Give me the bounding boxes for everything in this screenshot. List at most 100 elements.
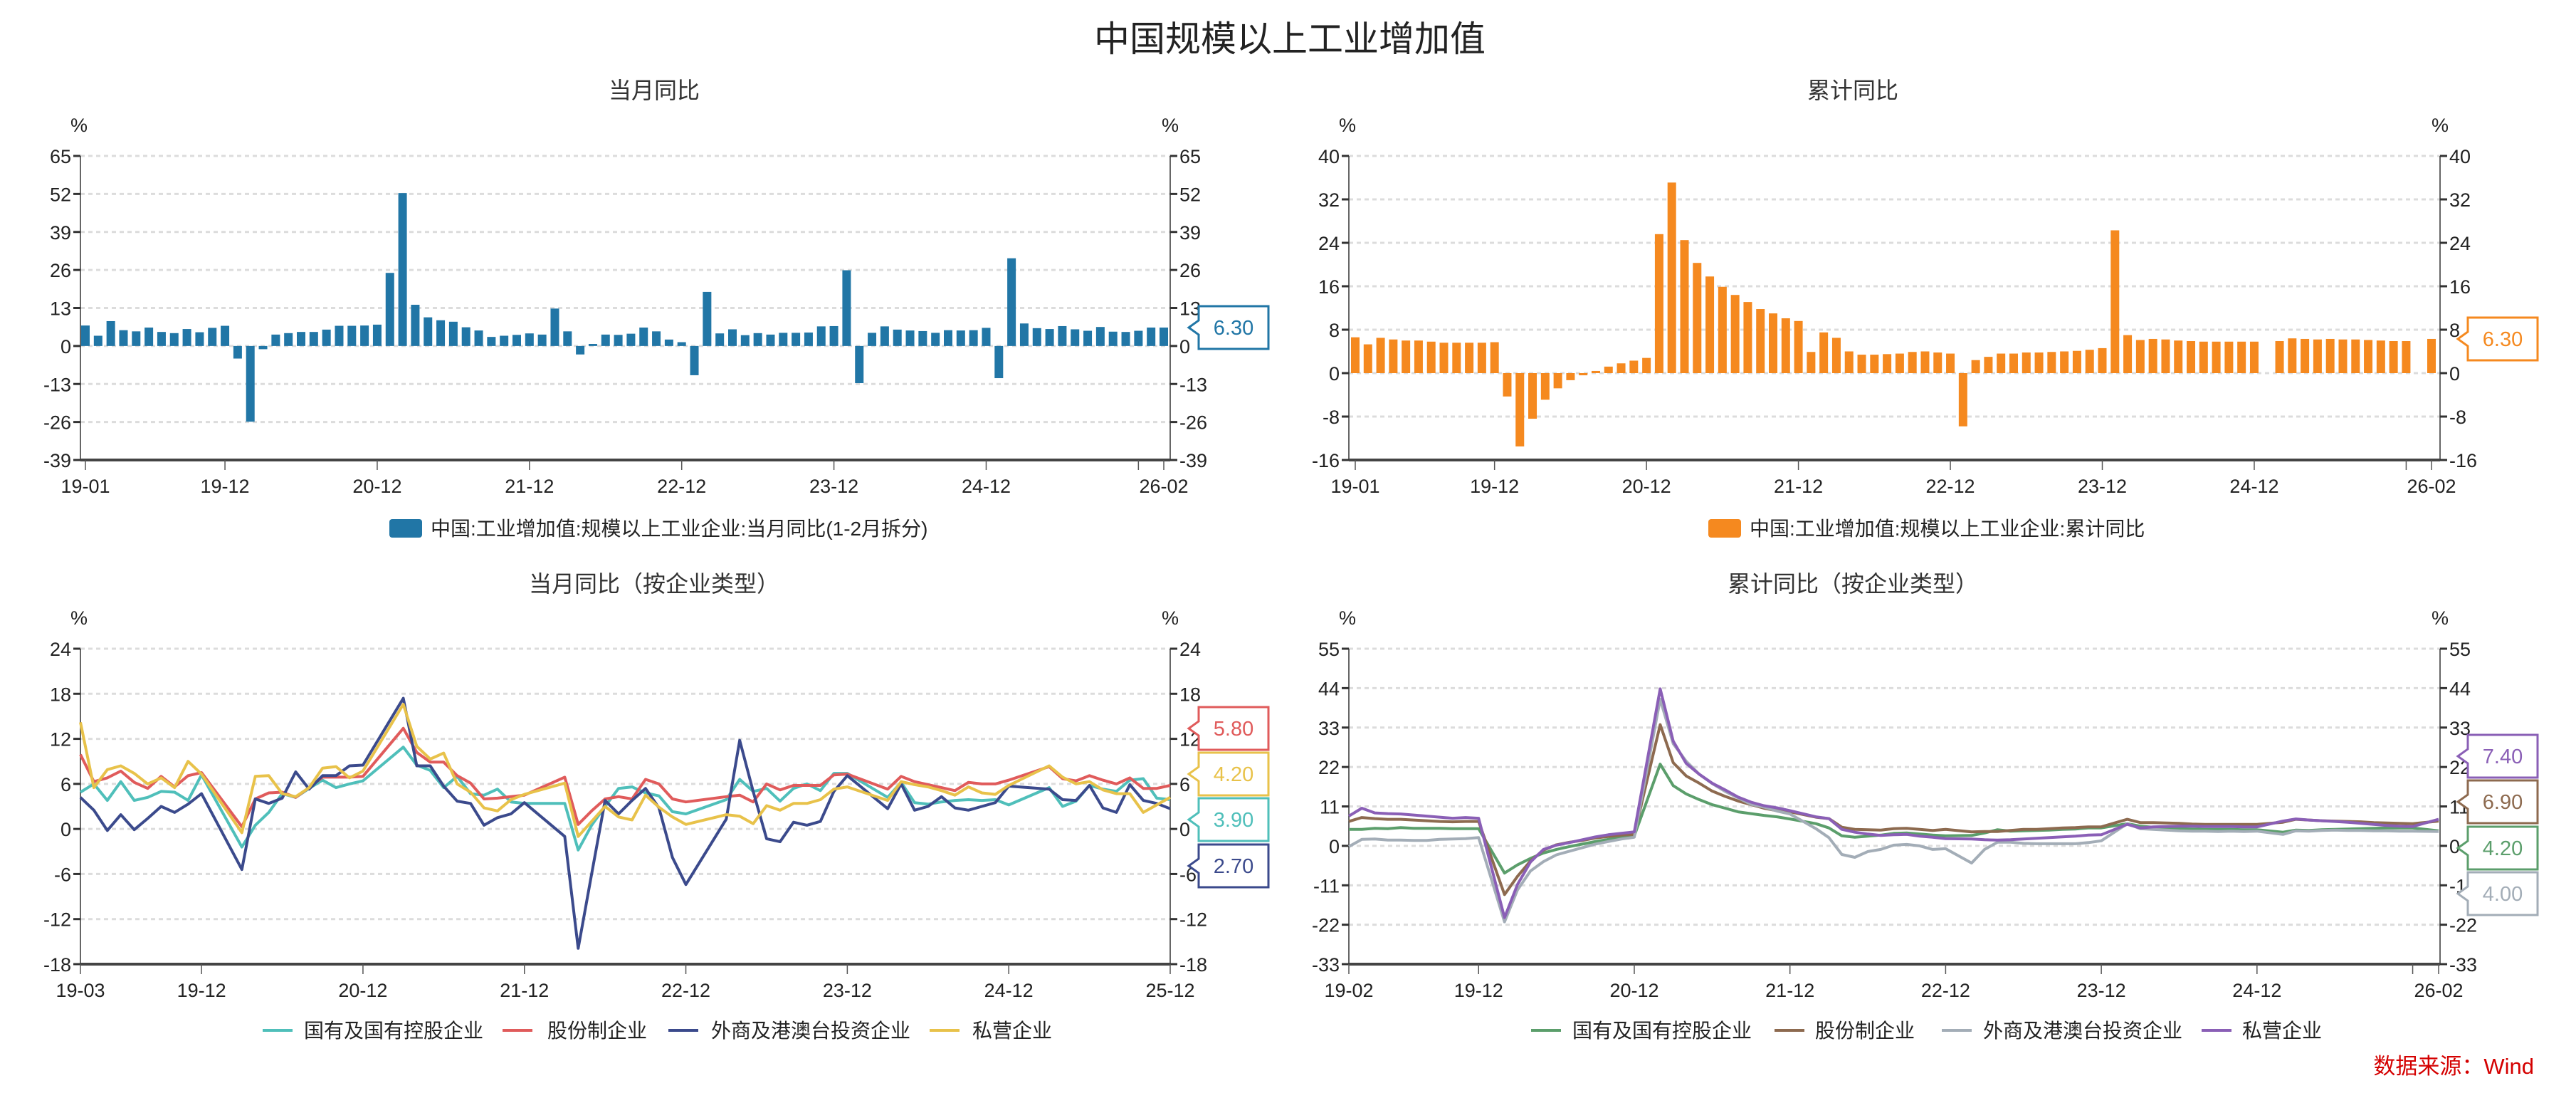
bar (2123, 335, 2133, 373)
legend-label: 国有及国有控股企业 (1572, 1020, 1752, 1042)
bar (1007, 258, 1016, 346)
bar (372, 324, 382, 346)
bar (1971, 360, 1980, 373)
y-tick-label-left: 0 (1329, 836, 1340, 857)
bar (893, 329, 902, 346)
callout-box (2456, 825, 2539, 871)
x-tick-label: 23-12 (2078, 476, 2127, 497)
bar (1121, 332, 1130, 346)
callout-box (2456, 779, 2539, 825)
bar (2338, 339, 2348, 373)
x-tick-label: 24-12 (984, 980, 1034, 1001)
y-tick-label-right: -33 (2449, 954, 2477, 976)
y-tick-label-right: -13 (1179, 374, 1207, 395)
bar (309, 332, 318, 346)
legend-item[interactable]: 外商及港澳台投资企业 (1942, 1020, 2182, 1042)
legend-item[interactable]: 中国:工业增加值:规模以上工业企业:累计同比 (1708, 518, 2145, 540)
bar (1452, 343, 1461, 373)
bar (1540, 373, 1550, 400)
bar (2301, 338, 2310, 373)
bar (703, 291, 712, 346)
legend-item[interactable]: 私营企业 (2202, 1020, 2322, 1042)
x-tick-label: 19-03 (56, 980, 105, 1001)
bar (144, 328, 154, 346)
bar (1895, 353, 1904, 373)
y-tick-label-left: -22 (1312, 915, 1340, 936)
bar (474, 330, 483, 346)
bar (779, 333, 788, 346)
legend-label: 外商及港澳台投资企业 (711, 1020, 910, 1042)
bar (2249, 341, 2259, 373)
x-tick-label: 24-12 (962, 476, 1011, 497)
bar (868, 333, 877, 346)
bar (1579, 373, 1588, 376)
series-4 (1347, 687, 2439, 919)
y-unit-left: % (1339, 115, 1356, 136)
legend-label: 中国:工业增加值:规模以上工业企业:累计同比 (1750, 518, 2145, 540)
y-tick-label-left: 65 (50, 146, 71, 167)
x-tick-label: 21-12 (1765, 980, 1814, 1001)
last-value-callout: 7.40 (2456, 733, 2539, 779)
last-value-callout: 6.30 (2456, 316, 2539, 362)
y-tick-label-left: 24 (1318, 233, 1340, 254)
legend-label: 私营企业 (2242, 1020, 2322, 1042)
callout-value: 6.30 (2483, 328, 2523, 351)
bar (2187, 341, 2196, 373)
bar (487, 337, 496, 346)
bar (169, 333, 179, 346)
series-1 (1351, 182, 2436, 446)
y-tick-label-left: -12 (43, 909, 71, 931)
y-tick-label-right: -26 (1179, 412, 1207, 434)
y-tick-label-left: 32 (1318, 189, 1340, 211)
bar (1844, 351, 1854, 373)
y-tick-label-right: 55 (2449, 639, 2471, 660)
last-value-callout: 3.90 (1187, 797, 1270, 842)
bar (1705, 276, 1715, 373)
bar (1363, 344, 1372, 373)
y-tick-label-left: 0 (1329, 363, 1340, 385)
legend-item[interactable]: 私营企业 (930, 1020, 1052, 1042)
bar (233, 345, 242, 359)
y-tick-label-left: 44 (1318, 678, 1340, 699)
bar (2174, 340, 2183, 373)
last-value-callout: 4.20 (2456, 825, 2539, 871)
bar (1933, 352, 1942, 373)
x-tick-label: 26-02 (2407, 476, 2456, 497)
legend-item[interactable]: 国有及国有控股企业 (263, 1020, 483, 1042)
bar (601, 334, 610, 346)
legend-item[interactable]: 国有及国有控股企业 (1531, 1020, 1752, 1042)
series-2 (79, 726, 1171, 828)
legend-item[interactable]: 股份制企业 (503, 1020, 647, 1042)
bar (982, 328, 991, 346)
legend-item[interactable]: 外商及港澳台投资企业 (668, 1020, 910, 1042)
bar (1946, 353, 1955, 373)
bar (1756, 309, 1765, 373)
bar (1426, 341, 1436, 373)
y-tick-label-right: 0 (1179, 336, 1190, 357)
x-tick-label: 23-12 (809, 476, 858, 497)
callout-value: 3.90 (1214, 809, 1253, 832)
bar (2098, 347, 2107, 373)
bar (335, 325, 344, 346)
legend-item[interactable]: 股份制企业 (1775, 1020, 1915, 1042)
y-tick-label-left: 33 (1318, 718, 1340, 739)
callout-value: 7.40 (2483, 746, 2523, 768)
series-4 (79, 703, 1171, 838)
callout-value: 6.90 (2483, 791, 2523, 814)
series-1 (1349, 763, 2439, 875)
x-tick-label: 23-12 (2077, 980, 2126, 1001)
legend-item[interactable]: 中国:工业增加值:规模以上工业企业:当月同比(1-2月拆分) (389, 518, 927, 540)
y-tick-label-right: 32 (2449, 189, 2471, 211)
legend-swatch (1708, 519, 1741, 538)
callout-value: 4.00 (2483, 883, 2523, 906)
bar (1743, 302, 1752, 373)
bar (563, 331, 572, 346)
x-tick-label: 20-12 (1609, 980, 1658, 1001)
bar (1477, 343, 1486, 373)
bar (1730, 295, 1740, 373)
x-tick-label: 22-12 (1926, 476, 1975, 497)
bar (1095, 327, 1105, 346)
bar (1718, 286, 1727, 373)
x-tick-label: 20-12 (1622, 476, 1671, 497)
